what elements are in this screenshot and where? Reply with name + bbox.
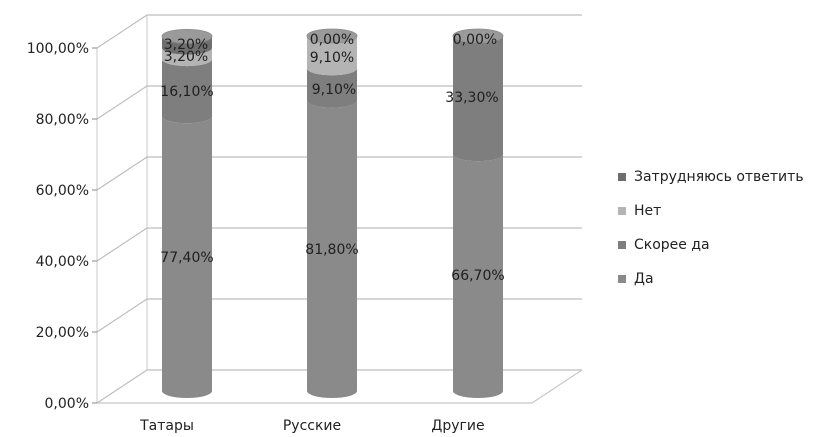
y-tick-label: 20,00% (36, 325, 89, 341)
y-tick-label: 60,00% (36, 183, 89, 199)
legend-item-zatrudnyayus: Затрудняюсь ответить (618, 160, 804, 194)
legend-item-skoree-da: Скорее да (618, 228, 804, 262)
bar-top-cap (452, 28, 504, 44)
bar-segment (162, 116, 212, 398)
floor-outline (97, 369, 583, 404)
y-tick-label: 0,00% (45, 396, 89, 412)
bars (161, 28, 504, 399)
legend-label: Да (634, 271, 654, 287)
gridline-diagonal (96, 14, 148, 49)
x-tick-label: Татары (139, 418, 194, 434)
data-label: 3,20% (164, 37, 208, 53)
bar-segment (307, 100, 357, 399)
y-tick-label: 80,00% (36, 112, 89, 128)
legend-item-da: Да (618, 262, 804, 296)
data-label: 81,80% (305, 242, 358, 258)
legend-label: Нет (634, 203, 662, 219)
legend-swatch (618, 173, 626, 181)
gridline-diagonal (96, 227, 148, 262)
x-tick-label: Русские (283, 418, 341, 434)
bar-segment (452, 154, 503, 398)
data-labels: 77,40% 16,10% 3,20%3,20% 81,80% 9,10% 9,10% 0,… (160, 32, 504, 284)
bar-segment (162, 36, 212, 55)
data-label: 9,10% (310, 50, 354, 66)
data-label: 0,00% (453, 32, 497, 48)
chart-walls (96, 15, 583, 404)
data-label: 77,40% (160, 250, 213, 266)
y-tick-label: 100,00% (27, 41, 89, 57)
data-label: 16,10% (160, 84, 213, 100)
legend-swatch (618, 207, 626, 215)
legend-label: Скорее да (634, 237, 710, 253)
gridline-diagonal (96, 298, 148, 333)
data-label: 3,20% (164, 49, 208, 65)
legend-label: Затрудняюсь ответить (634, 169, 804, 185)
x-axis-ticks: Татары Русские Другие (139, 418, 485, 434)
bar-segment (453, 36, 503, 162)
data-label: 0,00% (310, 32, 354, 48)
y-tick-label: 40,00% (36, 254, 89, 270)
gridline-diagonal (96, 369, 148, 404)
data-label: 9,10% (312, 82, 356, 98)
bar-segment (307, 36, 357, 76)
gridlines (96, 14, 582, 404)
legend-swatch (618, 241, 626, 249)
bar-top-cap (306, 28, 358, 44)
legend-item-net: Нет (618, 194, 804, 228)
gridline-diagonal (96, 156, 148, 191)
bar-segment (307, 68, 357, 108)
gridline-diagonal (96, 85, 148, 120)
bar-segment (162, 59, 212, 124)
data-label: 66,70% (451, 268, 504, 284)
data-label: 33,30% (445, 90, 498, 106)
legend: Затрудняюсь ответить Нет Скорее да Да (618, 160, 804, 296)
bar-top-cap (161, 28, 213, 44)
bar-segment (162, 47, 212, 67)
legend-swatch (618, 275, 626, 283)
x-tick-label: Другие (431, 418, 484, 434)
y-axis-ticks: 0,00% 20,00% 40,00% 60,00% 80,00% 100,00% (27, 41, 97, 412)
